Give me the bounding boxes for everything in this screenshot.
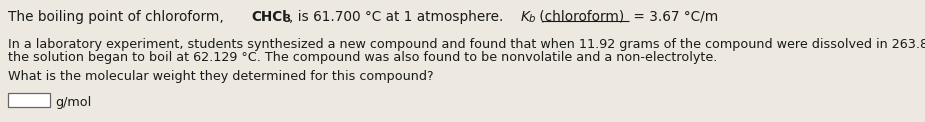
FancyBboxPatch shape [8,93,50,107]
Text: g/mol: g/mol [55,96,92,109]
Text: The boiling point of chloroform,: The boiling point of chloroform, [8,10,228,24]
Text: the solution began to boil at 62.129 °C. The compound was also found to be nonvo: the solution began to boil at 62.129 °C.… [8,51,718,64]
Text: , is 61.700 °C at 1 atmosphere.: , is 61.700 °C at 1 atmosphere. [289,10,508,24]
Text: CHCl: CHCl [252,10,288,24]
Text: 3: 3 [283,14,290,24]
Text: In a laboratory experiment, students synthesized a new compound and found that w: In a laboratory experiment, students syn… [8,38,925,51]
Text: (chloroform): (chloroform) [535,10,624,24]
Text: What is the molecular weight they determined for this compound?: What is the molecular weight they determ… [8,70,434,83]
Text: K: K [521,10,530,24]
Text: = 3.67 °C/m: = 3.67 °C/m [629,10,719,24]
Text: b: b [529,14,536,24]
